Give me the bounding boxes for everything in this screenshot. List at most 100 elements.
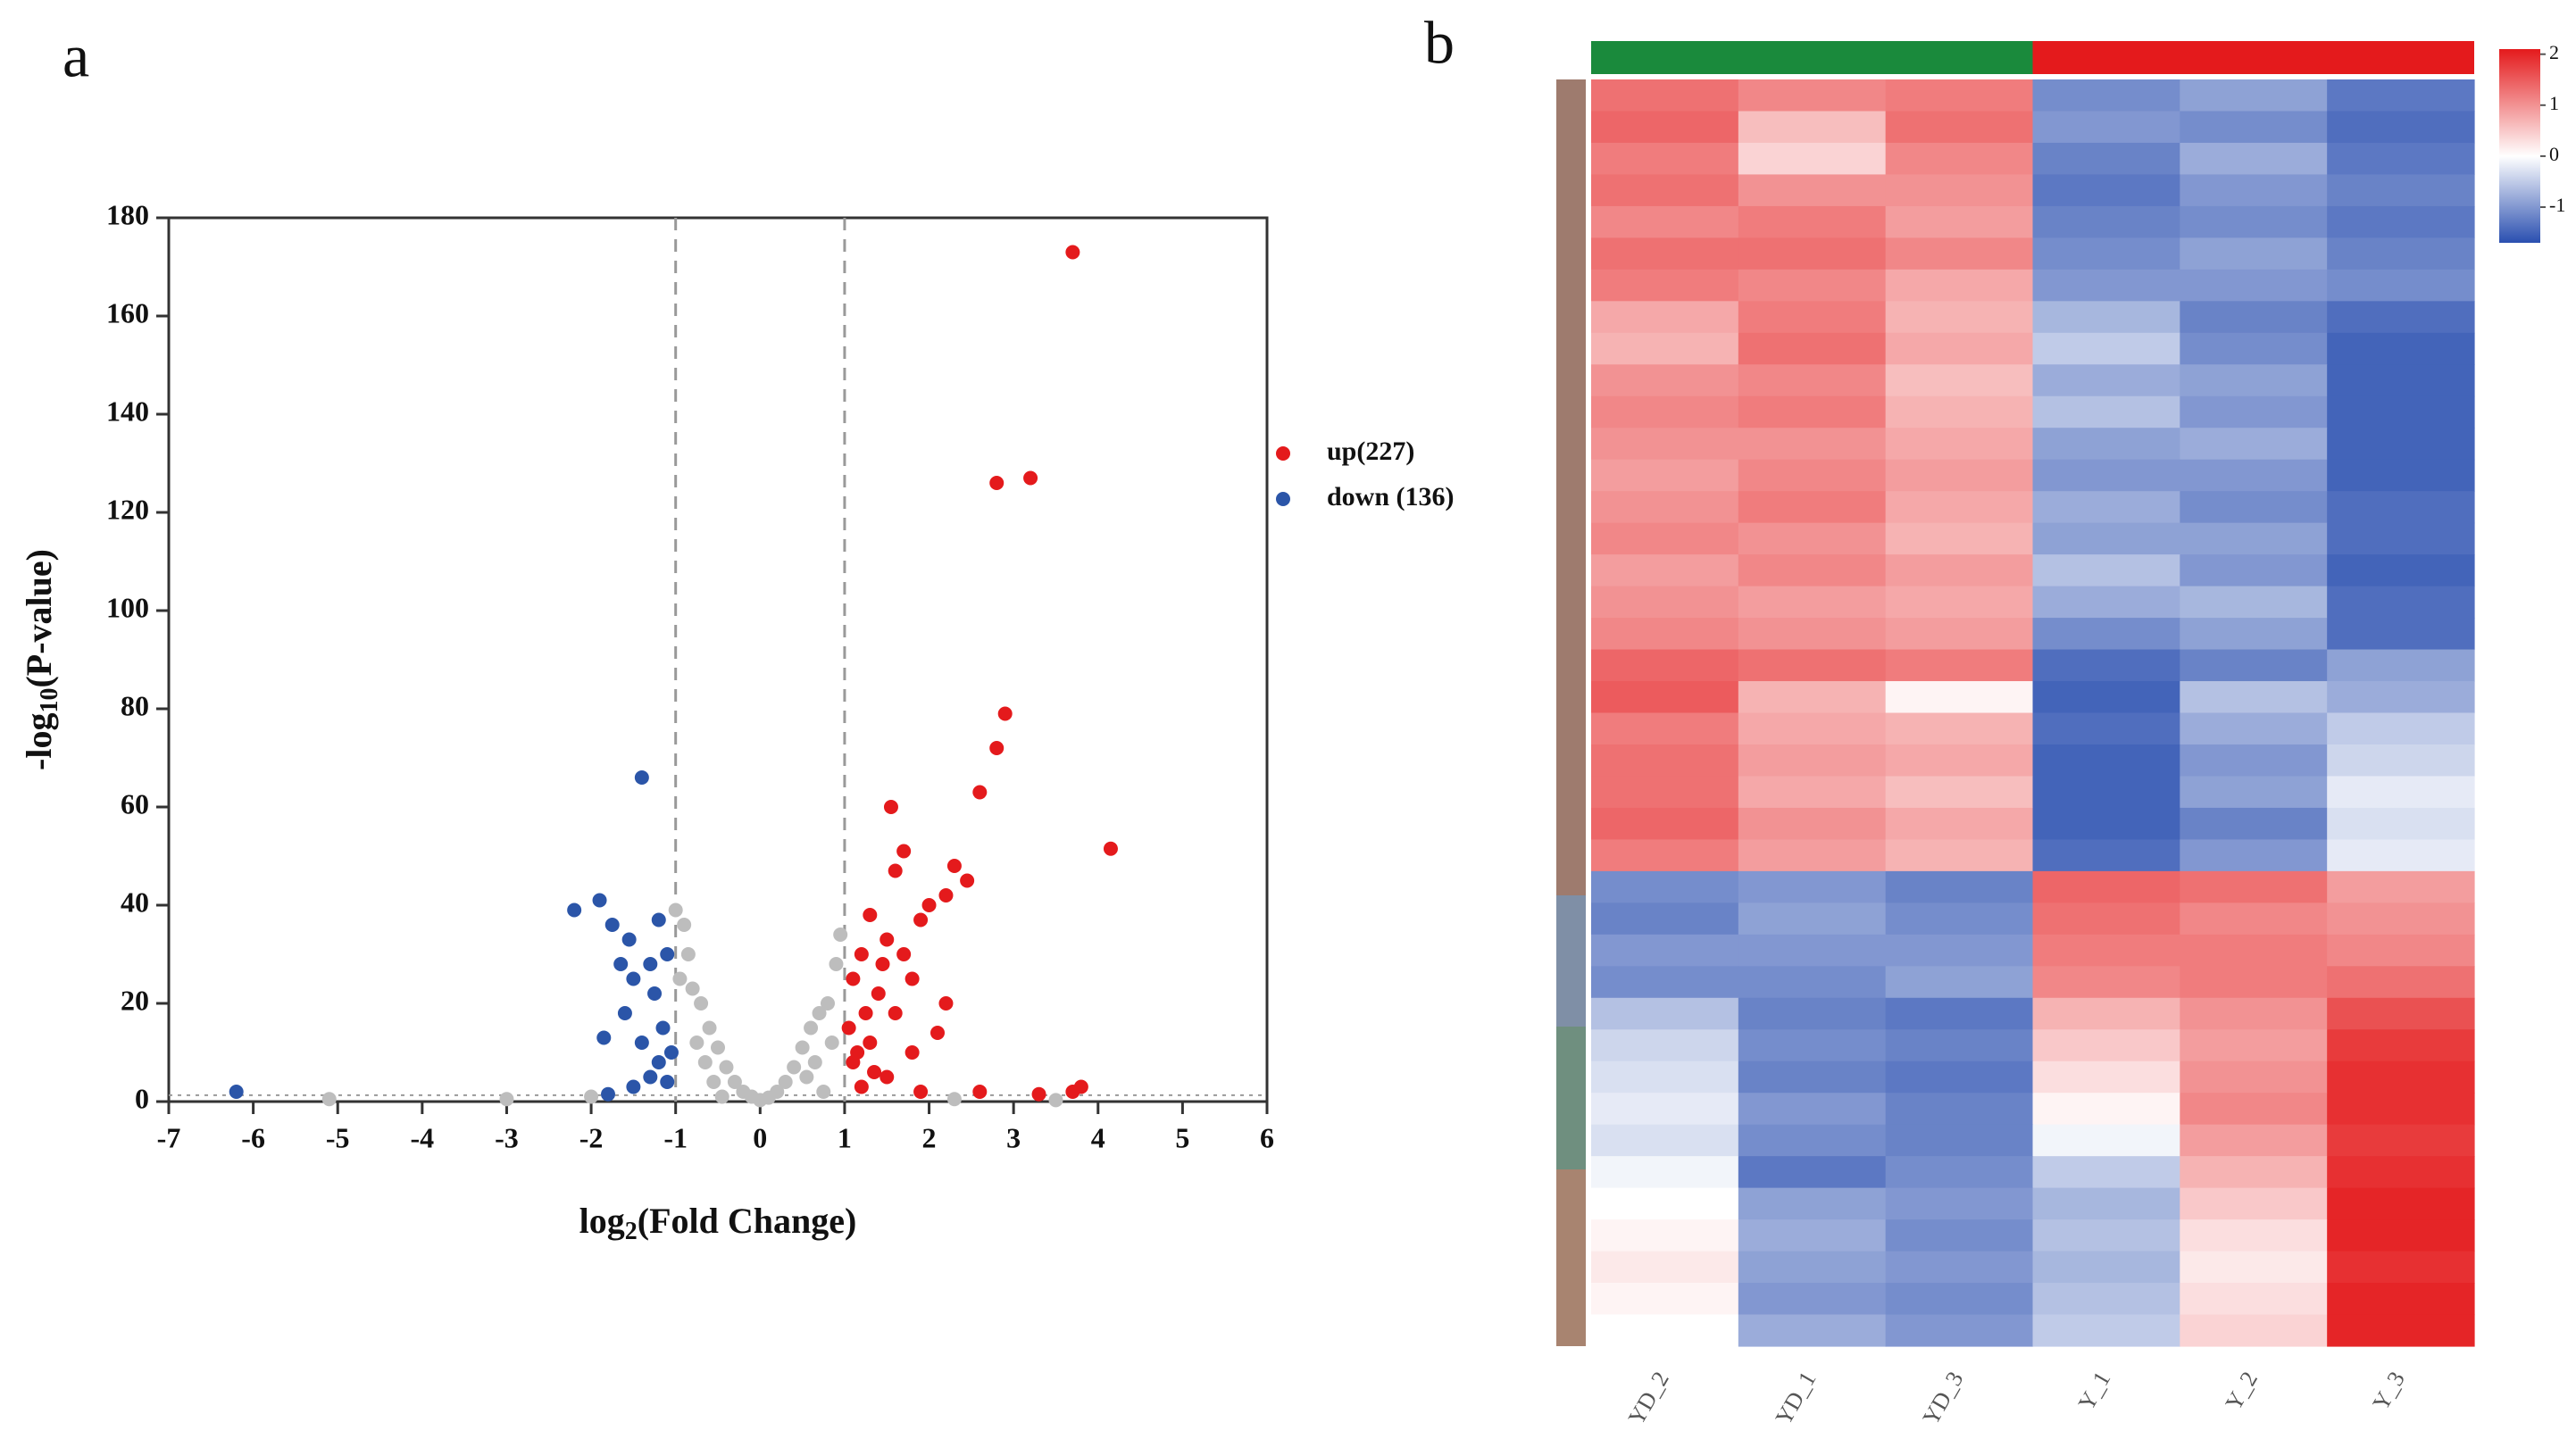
heatmap-cell (2032, 1187, 2180, 1220)
row-group-bar (1556, 1169, 1586, 1346)
heatmap-cell (2180, 1156, 2328, 1189)
heatmap-cell (1738, 1219, 1887, 1252)
data-point (972, 1085, 988, 1099)
heatmap-cell (1885, 554, 2034, 587)
y-axis-label: -log10(P-value) (19, 549, 63, 770)
heatmap-cell (1738, 1314, 1887, 1347)
data-point (863, 1036, 878, 1050)
heatmap-cell (2032, 395, 2180, 428)
heatmap-cell (2180, 1061, 2328, 1094)
heatmap-cell (1591, 1219, 1739, 1252)
heatmap-cell (2327, 934, 2475, 967)
heatmap-cell (1591, 807, 1739, 840)
heatmap-cell (1591, 1093, 1739, 1126)
heatmap-cell (2327, 522, 2475, 555)
heatmap-cell (1885, 618, 2034, 651)
heatmap-cell (1591, 395, 1739, 428)
heatmap-cell (2327, 428, 2475, 461)
data-point (685, 981, 700, 996)
heatmap-cell (2327, 776, 2475, 809)
heatmap-cell (1738, 1251, 1887, 1284)
data-point (989, 741, 1005, 755)
x-tick-label: -2 (579, 1121, 604, 1153)
heatmap-cell (2032, 934, 2180, 967)
colorbar-tick-label: 1 (2549, 92, 2559, 114)
heatmap-cell (1738, 902, 1887, 936)
heatmap-cell (1591, 269, 1739, 302)
heatmap-cell (2327, 902, 2475, 936)
heatmap-cell (1885, 586, 2034, 619)
x-tick-label: 0 (753, 1121, 767, 1153)
heatmap-cell (1885, 205, 2034, 238)
heatmap-cell (1591, 1283, 1739, 1316)
heatmap-cell (1738, 79, 1887, 112)
heatmap-cell (2180, 1283, 2328, 1316)
data-point (719, 1060, 734, 1075)
data-point (799, 1069, 814, 1085)
heatmap-cell (1885, 776, 2034, 809)
heatmap-cell (2327, 1283, 2475, 1316)
heatmap-cell (2180, 839, 2328, 872)
heatmap-cell (1738, 1156, 1887, 1189)
data-point (946, 1092, 962, 1107)
column-label: Y_3 (2367, 1367, 2410, 1414)
heatmap-cell (1591, 364, 1739, 397)
heatmap-cell (2180, 554, 2328, 587)
heatmap-cell (2180, 776, 2328, 809)
x-axis-label: log2(Fold Change) (579, 1201, 857, 1245)
heatmap-cell (2032, 681, 2180, 714)
x-tick-label: 6 (1260, 1121, 1274, 1153)
heatmap-cell (1885, 142, 2034, 176)
heatmap-cell (2180, 649, 2328, 682)
heatmap-cell (1738, 364, 1887, 397)
heatmap-cell (1738, 142, 1887, 176)
heatmap-cell (2180, 966, 2328, 999)
colorbar-tick-label: 2 (2549, 41, 2559, 63)
heatmap-cell (2032, 1093, 2180, 1126)
heatmap-cell (2032, 364, 2180, 397)
heatmap-cell (1738, 744, 1887, 778)
heatmap-cell (2032, 174, 2180, 207)
row-group-bar (1556, 895, 1586, 1027)
data-point (846, 971, 861, 986)
heatmap-cell (2327, 79, 2475, 112)
heatmap-cell (2327, 237, 2475, 270)
heatmap-cell (2327, 1219, 2475, 1252)
data-point (946, 859, 962, 873)
heatmap-cell (2180, 174, 2328, 207)
x-tick-label: -1 (663, 1121, 688, 1153)
row-group-bar (1556, 79, 1586, 895)
heatmap-cell (2180, 111, 2328, 144)
data-point (706, 1075, 721, 1089)
heatmap-cell (1591, 111, 1739, 144)
data-point (643, 957, 658, 971)
heatmap-cell (1738, 586, 1887, 619)
y-tick-label: 100 (106, 591, 149, 623)
column-label: YD_1 (1771, 1367, 1822, 1429)
heatmap-cell (2327, 332, 2475, 365)
heatmap-cell (2180, 1187, 2328, 1220)
heatmap-cell (1591, 1029, 1739, 1062)
data-point (854, 947, 869, 961)
heatmap-cell (2032, 618, 2180, 651)
data-point (567, 902, 582, 918)
heatmap-cell (2327, 966, 2475, 999)
heatmap-cell (2180, 1219, 2328, 1252)
data-point (697, 1055, 713, 1069)
heatmap-cell (1885, 649, 2034, 682)
heatmap-cell (2180, 237, 2328, 270)
heatmap-cell (1885, 681, 2034, 714)
heatmap-cell (2327, 1093, 2475, 1126)
heatmap-cell (2032, 269, 2180, 302)
data-point (651, 912, 666, 927)
heatmap-cell (2032, 870, 2180, 903)
data-point (694, 996, 709, 1011)
data-point (770, 1085, 785, 1099)
heatmap-cell (1885, 1187, 2034, 1220)
heatmap-cell (2032, 1251, 2180, 1284)
heatmap-cell (1591, 744, 1739, 778)
data-point (660, 947, 675, 961)
heatmap-cell (1885, 807, 2034, 840)
heatmap-cell (2032, 997, 2180, 1030)
heatmap-cell (2180, 491, 2328, 524)
